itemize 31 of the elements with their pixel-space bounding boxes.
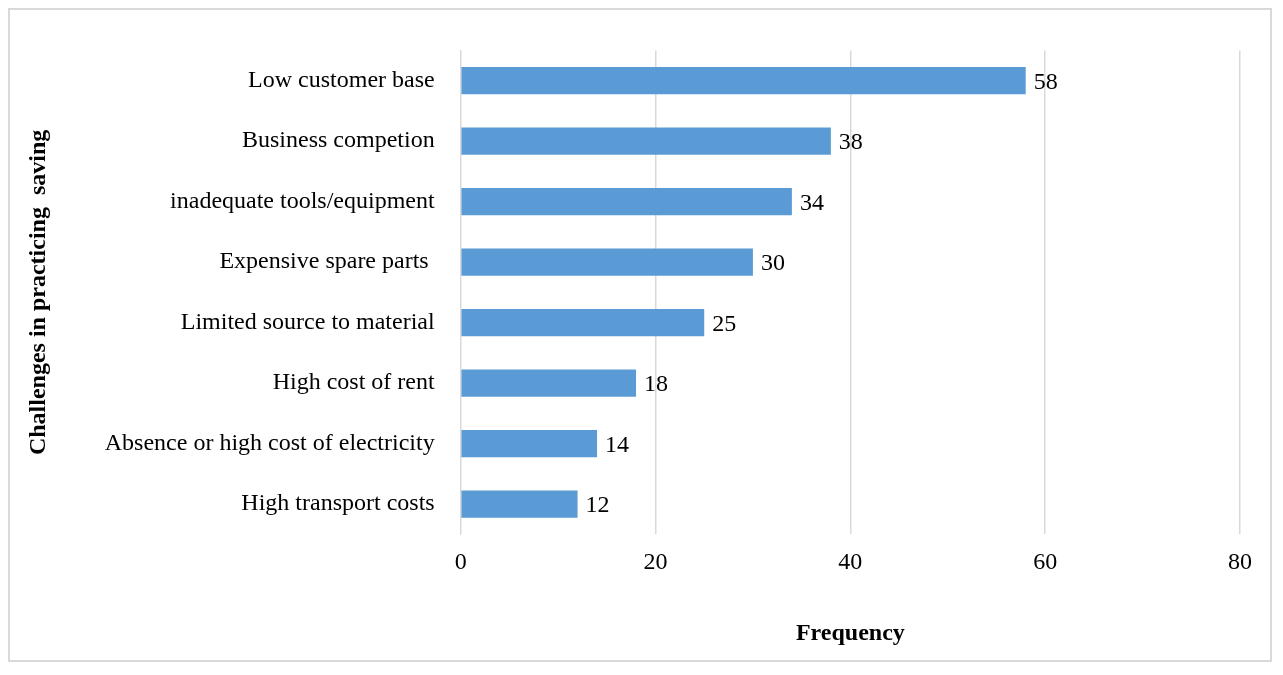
data-label: 38 — [838, 128, 863, 155]
data-label: 14 — [605, 430, 630, 457]
bar — [461, 248, 753, 276]
data-label: 25 — [712, 309, 737, 336]
data-label: 58 — [1033, 67, 1058, 94]
x-axis-title: Frequency — [795, 618, 905, 645]
y-tick-label: inadequate tools/equipment — [170, 186, 435, 213]
bar — [461, 309, 705, 337]
y-tick-label: High transport costs — [241, 489, 435, 516]
x-tick-label: 80 — [1228, 548, 1252, 575]
x-tick-label: 0 — [454, 548, 467, 575]
data-label: 34 — [799, 188, 824, 215]
bar — [461, 430, 598, 458]
bar — [461, 188, 792, 216]
y-tick-label: Business competion — [242, 126, 435, 153]
y-tick-label: High cost of rent — [272, 368, 436, 395]
x-tick-label: 40 — [838, 548, 863, 575]
x-tick-label: 20 — [643, 548, 668, 575]
data-label: 18 — [644, 370, 669, 397]
bar — [461, 490, 578, 518]
bar — [461, 67, 1026, 95]
y-axis-title: Challenges in practicing saving — [23, 129, 50, 456]
data-label: 12 — [585, 491, 610, 518]
y-tick-label: Absence or high cost of electricity — [104, 428, 435, 455]
bar — [461, 127, 831, 155]
bar — [461, 369, 637, 397]
y-tick-label: Expensive spare parts — [219, 247, 435, 274]
x-tick-label: 60 — [1033, 548, 1058, 575]
y-tick-label: Limited source to material — [180, 307, 435, 334]
y-tick-label: Low customer base — [248, 65, 435, 92]
data-label: 30 — [760, 249, 785, 276]
